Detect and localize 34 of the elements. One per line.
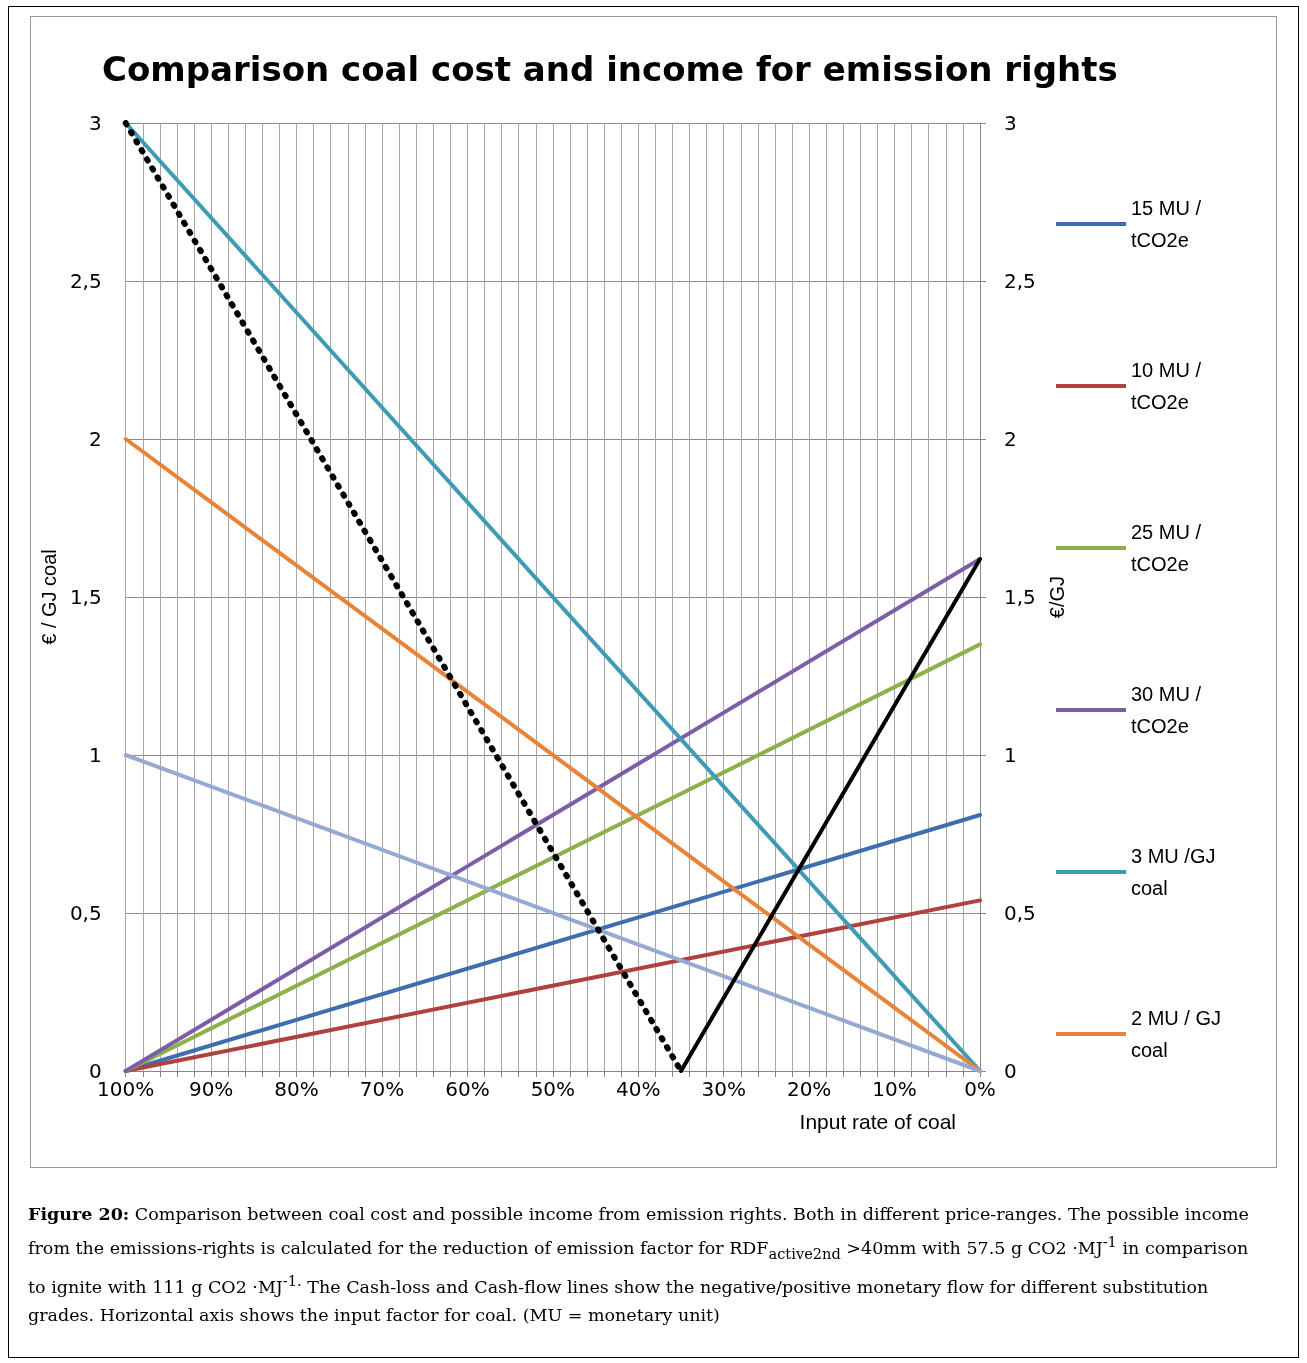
y2-tick-label: 2 — [1004, 427, 1017, 451]
y-tick-label: 2 — [88, 427, 102, 451]
x-tick-label: 30% — [701, 1077, 746, 1101]
y2-tick-label: 0,5 — [1004, 901, 1036, 925]
y-tick-label: 1 — [88, 743, 102, 767]
x-tick-label: 10% — [872, 1077, 917, 1101]
x-tick-label: 70% — [359, 1077, 405, 1101]
y2-tick-label: 0 — [1004, 1059, 1017, 1083]
y2-tick-label: 1 — [1004, 743, 1017, 767]
legend-label: 3 MU /GJ coal — [1131, 845, 1222, 899]
legend-label: 10 MU / tCO2e — [1131, 359, 1207, 413]
x-tick-label: 40% — [616, 1077, 661, 1101]
y-tick-label: 1,5 — [69, 585, 102, 609]
x-tick-label: 80% — [274, 1077, 319, 1101]
x-tick-label: 50% — [530, 1077, 576, 1101]
x-tick-label: 20% — [786, 1077, 832, 1101]
y-tick-label: 0,5 — [69, 901, 102, 925]
y2-tick-label: 3 — [1004, 111, 1017, 135]
y-tick-label: 2,5 — [69, 269, 102, 293]
legend-label: 15 MU / tCO2e — [1131, 197, 1207, 251]
y2-tick-label: 1,5 — [1004, 585, 1036, 609]
x-tick-label: 90% — [188, 1077, 234, 1101]
x-axis-title: Input rate of coal — [799, 1110, 956, 1133]
y-tick-label: 3 — [88, 111, 102, 135]
legend-label: 25 MU / tCO2e — [1131, 521, 1207, 575]
chart-title: Comparison coal cost and income for emission rights — [102, 49, 1118, 89]
text: Figure 20: Comparison between coal cost and possible income from emission rights. Both in different price-ranges. The possible income from the emissions-rights is calculated for the reduction of emission factor for RDF$_{active2nd}$ >40mm with 57.5 g CO2 ·MJ$^{-1}$ in comparison to ignite with 111 g CO2 ·MJ$^{-1.}$ The Cash-loss and Cash-flow lines show the negative/positive monetary flow for different substitution grades. Horizontal axis shows the input factor for coal. (MU = monetary unit) — [28, 1204, 1249, 1326]
y2-tick-label: 2,5 — [1004, 269, 1036, 293]
x-tick-label: 60% — [445, 1077, 490, 1101]
y2-axis-title: €/GJ — [1045, 575, 1068, 619]
legend-label: 30 MU / tCO2e — [1131, 683, 1207, 737]
x-tick-label: 0% — [964, 1077, 996, 1101]
legend-label: 2 MU / GJ coal — [1131, 1007, 1227, 1061]
y-axis-title: € / GJ coal — [38, 549, 60, 645]
